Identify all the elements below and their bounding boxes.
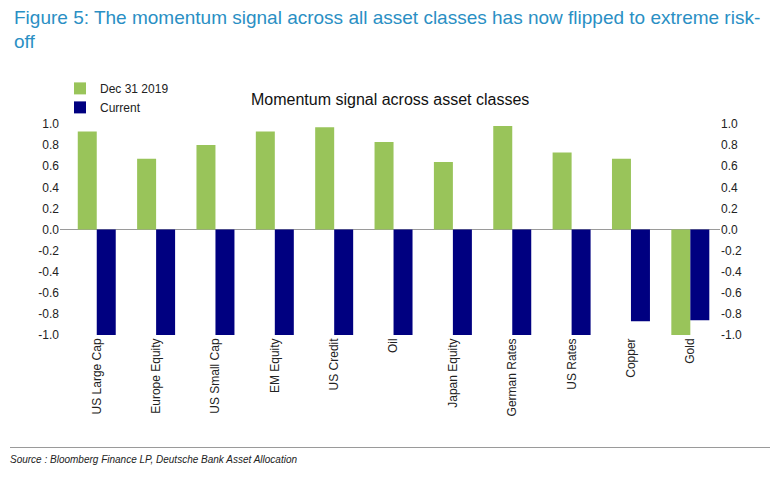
svg-text:Europe Equity: Europe Equity: [149, 338, 163, 413]
svg-text:-0.8: -0.8: [38, 307, 59, 321]
svg-text:Momentum signal across asset c: Momentum signal across asset classes: [251, 91, 529, 108]
svg-text:Dec 31 2019: Dec 31 2019: [100, 82, 168, 96]
svg-text:0.0: 0.0: [42, 223, 59, 237]
svg-text:US Large Cap: US Large Cap: [90, 338, 104, 414]
svg-text:-0.4: -0.4: [721, 265, 742, 279]
svg-text:Japan Equity: Japan Equity: [446, 338, 460, 407]
svg-text:Copper: Copper: [624, 338, 638, 377]
svg-text:-0.6: -0.6: [38, 286, 59, 300]
svg-text:-0.2: -0.2: [721, 244, 742, 258]
svg-text:US Credit: US Credit: [327, 338, 341, 391]
svg-text:1.0: 1.0: [42, 117, 59, 131]
svg-text:0.8: 0.8: [721, 138, 738, 152]
svg-text:-0.2: -0.2: [38, 244, 59, 258]
svg-text:-1.0: -1.0: [38, 328, 59, 342]
svg-text:0.8: 0.8: [42, 138, 59, 152]
svg-text:-0.6: -0.6: [721, 286, 742, 300]
svg-text:1.0: 1.0: [721, 117, 738, 131]
svg-text:EM Equity: EM Equity: [268, 338, 282, 393]
svg-text:US Small Cap: US Small Cap: [208, 338, 222, 414]
svg-text:US Rates: US Rates: [565, 338, 579, 389]
html-text:Source : Bloomberg Finance LP,: Source : Bloomberg Finance LP, Deutsche …: [10, 454, 297, 465]
svg-text:0.0: 0.0: [721, 223, 738, 237]
svg-text:0.4: 0.4: [721, 181, 738, 195]
svg-text:-0.8: -0.8: [721, 307, 742, 321]
svg-text:-1.0: -1.0: [721, 328, 742, 342]
svg-text:Oil: Oil: [386, 338, 400, 353]
svg-text:Gold: Gold: [683, 338, 697, 363]
svg-text:0.6: 0.6: [721, 159, 738, 173]
svg-text:0.2: 0.2: [42, 202, 59, 216]
svg-text:German Rates: German Rates: [505, 338, 519, 416]
html-text:Figure 5: The momentum signal: Figure 5: The momentum signal across all…: [14, 7, 761, 52]
svg-text:0.6: 0.6: [42, 159, 59, 173]
svg-text:-0.4: -0.4: [38, 265, 59, 279]
svg-text:0.4: 0.4: [42, 181, 59, 195]
svg-text:0.2: 0.2: [721, 202, 738, 216]
svg-text:Current: Current: [100, 101, 141, 115]
